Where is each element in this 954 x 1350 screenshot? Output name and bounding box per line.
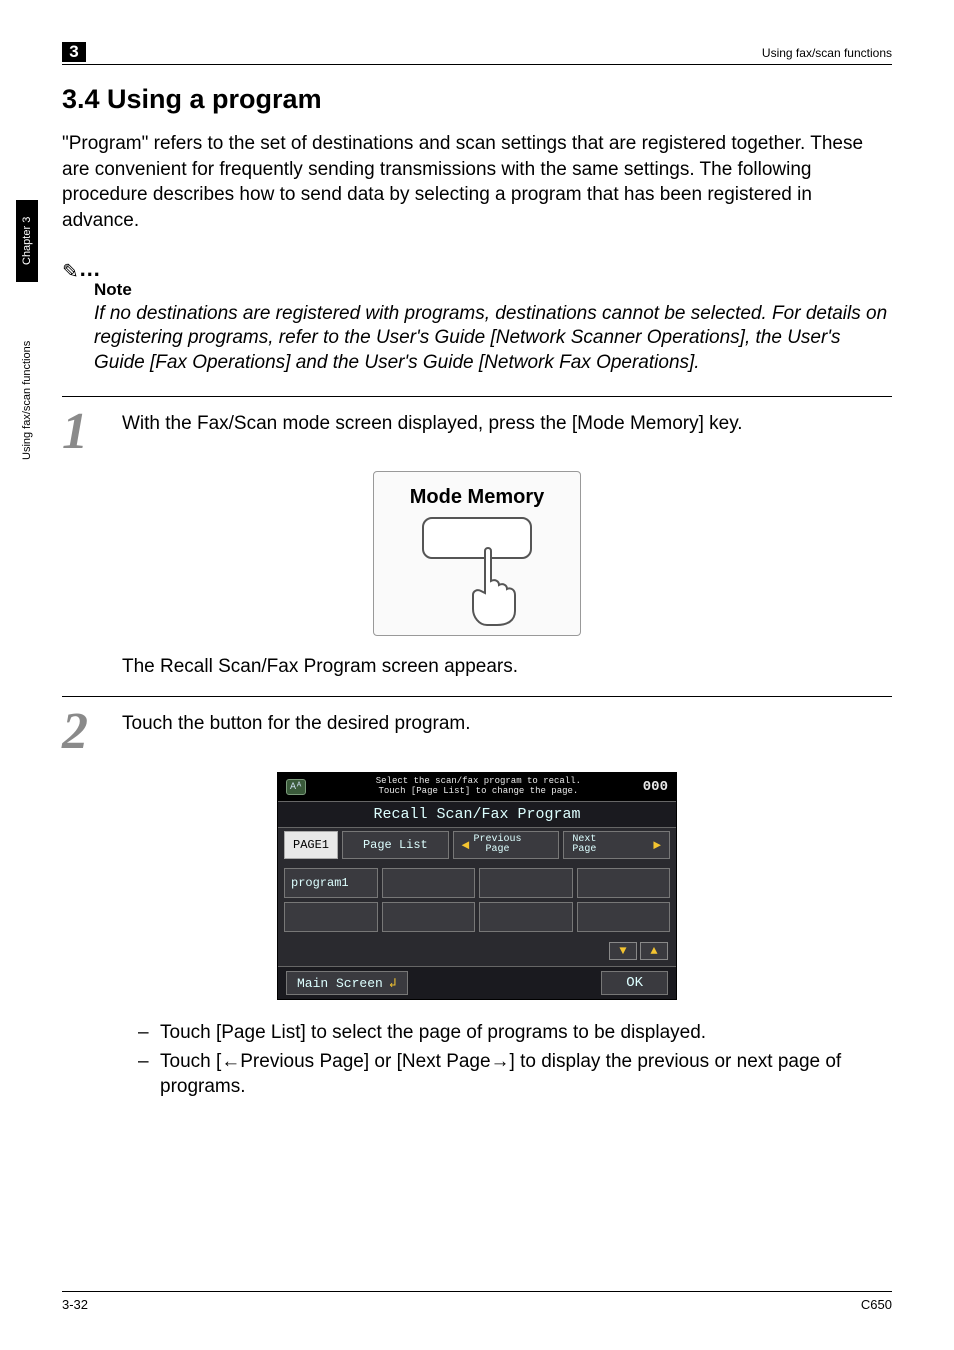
step-1-text: With the Fax/Scan mode screen displayed,… — [122, 409, 892, 456]
program-cell-5[interactable] — [284, 902, 378, 932]
figure-recall-screen: Aᴬ Select the scan/fax program to recall… — [62, 772, 892, 1000]
scroll-down-button[interactable]: ▼ — [609, 942, 637, 960]
finger-icon — [467, 545, 519, 627]
footer-page-number: 3-32 — [62, 1297, 88, 1312]
page-tab[interactable]: PAGE1 — [284, 831, 338, 859]
main-screen-button[interactable]: Main Screen ↲ — [286, 971, 408, 995]
program-grid: program1 — [278, 862, 676, 942]
header-chapter-number: 3 — [62, 42, 86, 62]
program-cell-6[interactable] — [382, 902, 476, 932]
recall-title: Recall Scan/Fax Program — [278, 801, 676, 828]
note-heading: Note — [94, 280, 892, 300]
step-2-number: 2 — [62, 709, 122, 756]
section-heading: 3.4 Using a program — [62, 84, 892, 115]
step-rule-2 — [62, 696, 892, 697]
step-1: 1 With the Fax/Scan mode screen displaye… — [62, 409, 892, 456]
mode-memory-label: Mode Memory — [392, 486, 562, 509]
scroll-up-button[interactable]: ▲ — [640, 942, 668, 960]
return-icon: ↲ — [389, 976, 397, 991]
section-intro: "Program" refers to the set of destinati… — [62, 131, 892, 234]
bullet-2: Touch [←Previous Page] or [Next Page→] t… — [160, 1049, 892, 1100]
step-2-text: Touch the button for the desired program… — [122, 709, 892, 756]
page-list-button[interactable]: Page List — [342, 831, 449, 859]
previous-page-button[interactable]: ◄ PreviousPage — [453, 831, 560, 859]
next-line2: Page — [572, 844, 596, 855]
prev-line2: Page — [485, 844, 509, 855]
step-1-number: 1 — [62, 409, 122, 456]
arrow-left-icon: ◄ — [462, 839, 470, 852]
step-2: 2 Touch the button for the desired progr… — [62, 709, 892, 756]
footer-rule — [62, 1291, 892, 1292]
ok-button[interactable]: OK — [601, 971, 668, 995]
program-cell-2[interactable] — [382, 868, 476, 898]
recall-hint: Select the scan/fax program to recall. T… — [314, 777, 643, 797]
note-block: ✎… Note If no destinations are registere… — [62, 256, 892, 376]
step-2-bullets: –Touch [Page List] to select the page of… — [138, 1020, 892, 1100]
figure-mode-memory: Mode Memory — [62, 471, 892, 636]
program-cell-8[interactable] — [577, 902, 671, 932]
program-cell-3[interactable] — [479, 868, 573, 898]
side-tab: Chapter 3 Using fax/scan functions — [16, 200, 38, 520]
side-tab-chapter: Chapter 3 — [16, 200, 38, 282]
recall-top-icon: Aᴬ — [286, 779, 306, 795]
arrow-right-icon: ► — [653, 839, 661, 852]
recall-hint-line2: Touch [Page List] to change the page. — [314, 787, 643, 797]
footer-model: C650 — [861, 1297, 892, 1312]
note-icon: ✎ — [62, 261, 79, 283]
next-page-button[interactable]: NextPage ► — [563, 831, 670, 859]
note-dots: … — [79, 256, 103, 281]
bullet-1: Touch [Page List] to select the page of … — [160, 1020, 706, 1046]
program-cell-1[interactable]: program1 — [284, 868, 378, 898]
header-running-title: Using fax/scan functions — [762, 46, 892, 60]
main-screen-label: Main Screen — [297, 976, 383, 991]
header-rule — [62, 64, 892, 65]
note-body: If no destinations are registered with p… — [94, 302, 892, 376]
program-cell-4[interactable] — [577, 868, 671, 898]
side-tab-title: Using fax/scan functions — [16, 290, 38, 510]
program-cell-7[interactable] — [479, 902, 573, 932]
step-1-subtext: The Recall Scan/Fax Program screen appea… — [122, 656, 892, 678]
recall-counter: 000 — [643, 779, 668, 795]
step-rule-1 — [62, 396, 892, 397]
